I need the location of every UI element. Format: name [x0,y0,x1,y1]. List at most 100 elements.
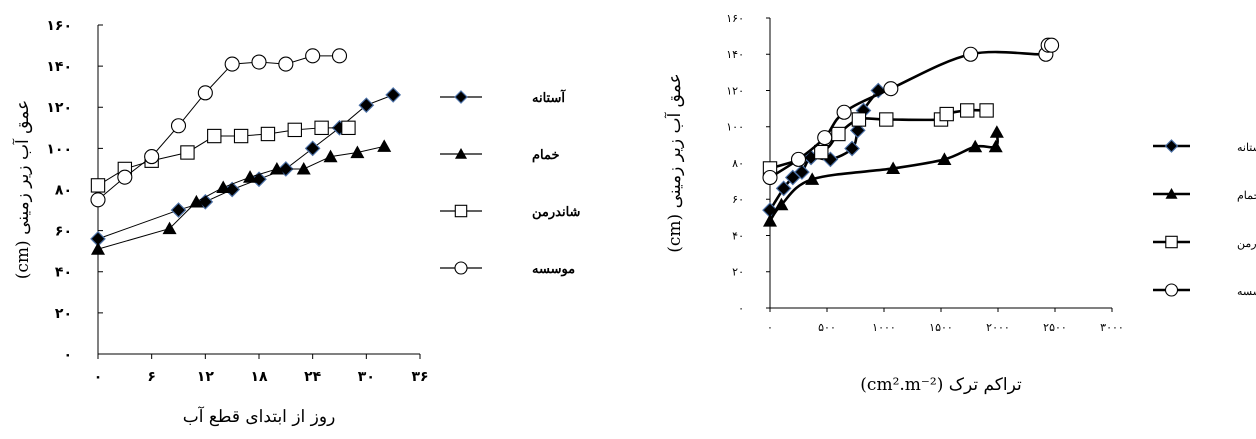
x-tick-label: ۳۰ [358,369,375,385]
data-point [197,85,213,101]
legend-entry: موسسه [1153,283,1256,298]
x-tick-label: ۱۲ [197,369,215,385]
data-point [162,221,177,235]
data-point [988,139,1003,153]
data-point [968,139,983,153]
data-point [216,180,231,194]
data-point [90,192,106,208]
data-point [989,125,1004,138]
legend-marker [1165,235,1178,249]
data-point [341,120,356,136]
legend-label: شاندرمن [1237,237,1256,250]
data-point [287,122,302,138]
series-line [97,127,349,186]
data-point [278,56,294,72]
data-point [886,161,901,175]
data-point [960,103,975,118]
legend-label: شاندرمن [532,205,581,220]
y-tick-label: ۰ [738,302,744,315]
series-triangle [763,125,1004,227]
y-tick-label: ۴۰ [732,229,744,242]
legend-entry: آستانه [440,89,566,106]
x-tick-label: ۶ [147,369,156,385]
legend-entry: خمام [1153,188,1256,202]
data-point [251,54,267,70]
data-point [979,103,994,118]
legend-entry: آستانه [1153,139,1256,154]
x-tick-label: ۰ [767,321,773,334]
data-point [794,164,810,180]
x-tick-label: ۳۰۰۰ [1100,321,1124,334]
y-tick-label: ۶۰ [55,224,72,240]
data-point [305,48,321,64]
data-point [805,172,820,185]
x-tick-label: ۵۰۰ [818,321,836,334]
right-chart: ۰ ۵۰۰ ۱۰۰۰ ۱۵۰۰ ۲۰۰۰ ۲۵۰۰ ۳۰۰۰ ۰ ۲۰ ۴۰ ۶۰ ۸۰ ۱۰۰ ۱۲۰ ۱… [663,12,1256,395]
y-tick-label: ۱۶۰ [46,18,72,34]
series-line [97,55,340,201]
data-point [831,126,846,142]
data-point [331,48,348,64]
series-line [97,94,394,240]
data-point [836,104,852,120]
series-diamond [90,87,402,247]
data-point [385,87,402,103]
data-point [207,128,222,144]
legend-marker [1164,283,1179,297]
series-circle [762,37,1060,186]
series-square [90,120,356,193]
y-axis-label: عمق آب زیر زمینی (cm) [11,100,33,280]
x-tick-label: ۲۵۰۰ [1043,321,1067,334]
x-axis-label: روز از ابتدای قطع آب [183,405,336,427]
data-point [774,197,789,211]
y-tick-label: ۸۰ [55,182,72,198]
legend-entry: شاندرمن [440,204,581,220]
y-tick-label: ۲۰ [732,266,744,279]
data-point [939,106,954,122]
series-line [97,145,385,250]
y-tick-label: ۱۲۰ [46,100,72,116]
x-tick-label: ۰ [94,369,103,385]
data-point [117,169,133,185]
y-tick-label: ۴۰ [55,265,72,281]
y-tick-label: ۱۰۰ [726,121,744,134]
x-tick-label: ۳۶ [411,369,428,385]
data-point [170,202,187,218]
legend-label: موسسه [1237,285,1256,298]
data-point [350,145,365,159]
data-point [377,139,392,152]
x-tick-label: ۲۴ [304,369,322,385]
series-circle [90,48,348,208]
data-point [170,118,187,134]
legend-label: خمام [1237,189,1256,202]
data-point [90,178,106,193]
data-point [144,149,160,165]
left-chart: ۰ ۶ ۱۲ ۱۸ ۲۴ ۳۰ ۳۶ ۰ ۲۰ ۴۰ ۶۰ ۸۰ ۱۰۰ ۱۲۰ ۱۴۰ ۱۶۰ روز از … [11,18,581,427]
legend-marker [455,148,467,159]
legend-marker [1165,188,1178,199]
data-point [314,120,329,136]
data-point [937,152,952,165]
y-tick-label: ۱۴۰ [46,59,72,75]
y-tick-label: ۲۰ [55,306,72,322]
data-point [260,126,276,142]
data-point [883,81,899,97]
data-point [790,151,807,167]
y-tick-label: ۱۶۰ [726,12,744,25]
data-point [180,145,195,160]
data-point [849,122,866,139]
legend-label: موسسه [532,262,575,277]
y-tick-label: ۱۲۰ [726,84,744,97]
data-point [233,128,249,144]
y-tick-label: ۱۴۰ [726,48,744,61]
legend-label: آستانه [1237,141,1256,154]
data-point [879,112,894,127]
series-triangle [91,139,392,255]
legend-entry: موسسه [440,261,575,277]
x-tick-label: ۲۰۰۰ [986,321,1010,334]
data-point [775,180,792,197]
data-point [243,170,258,183]
data-point [323,149,338,163]
x-tick-label: ۱۵۰۰ [929,321,953,334]
x-tick-label: ۱۸ [250,369,268,385]
